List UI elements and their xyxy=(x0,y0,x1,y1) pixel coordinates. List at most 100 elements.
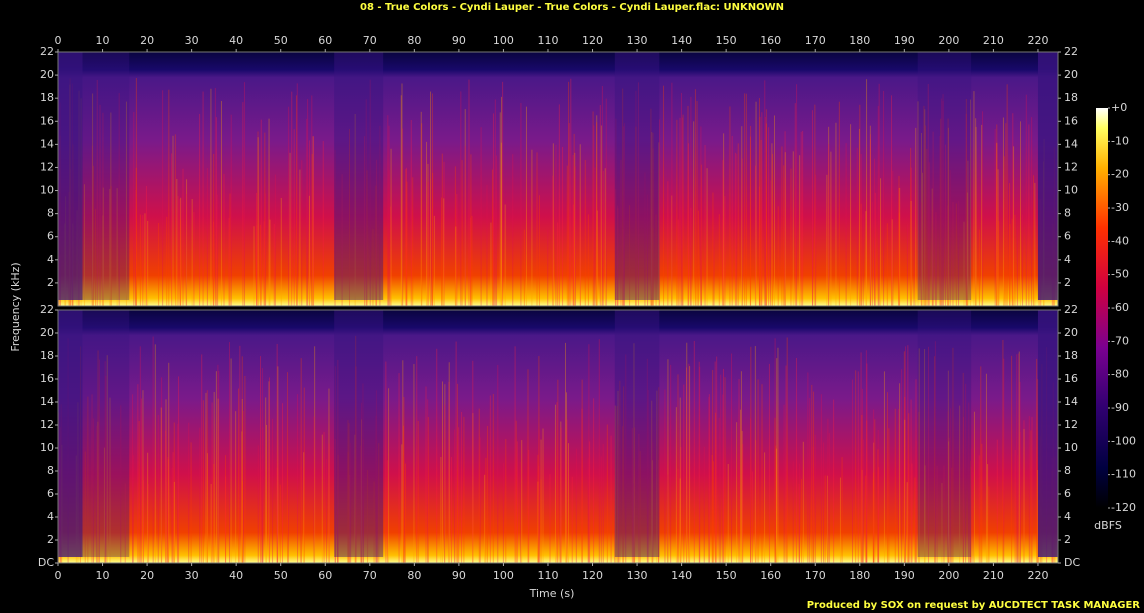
spectral-streak xyxy=(667,359,669,563)
spectral-streak xyxy=(179,198,181,306)
spectral-streak xyxy=(470,154,472,306)
spectral-streak xyxy=(202,91,204,306)
spectral-streak xyxy=(877,429,879,563)
spectral-streak xyxy=(655,214,657,306)
spectral-streak xyxy=(350,442,352,563)
spectral-streak xyxy=(602,170,604,306)
spectral-streak xyxy=(874,419,876,563)
y-tick-label: 20 xyxy=(40,68,54,81)
spectral-streak xyxy=(785,365,787,563)
x-tick-label: 100 xyxy=(493,569,514,582)
spectral-streak xyxy=(186,179,188,306)
spectral-streak xyxy=(430,91,432,307)
spectrogram-panel xyxy=(58,310,1058,563)
spectral-streak xyxy=(241,481,243,563)
spectral-streak xyxy=(720,374,722,563)
spectral-streak xyxy=(861,414,863,563)
spectral-streak xyxy=(125,101,127,306)
spectral-streak xyxy=(502,463,504,563)
spectral-streak xyxy=(657,459,659,563)
y-tick-label: 6 xyxy=(47,230,54,243)
spectral-streak xyxy=(179,219,181,306)
spectral-streak xyxy=(738,378,740,563)
spectral-streak xyxy=(215,371,217,563)
spectral-streak xyxy=(861,469,863,563)
spectral-streak xyxy=(137,384,139,563)
spectral-streak xyxy=(638,433,640,563)
spectral-streak xyxy=(256,225,258,306)
y-tick-label: 10 xyxy=(40,184,54,197)
spectral-streak xyxy=(703,446,705,563)
spectral-streak xyxy=(814,434,816,563)
spectral-streak xyxy=(579,144,581,306)
spectral-streak xyxy=(729,106,731,306)
spectral-streak xyxy=(337,485,339,563)
spectral-streak xyxy=(557,222,559,306)
spectral-streak xyxy=(241,431,243,563)
spectral-streak xyxy=(878,83,880,306)
spectral-streak xyxy=(602,443,604,563)
spectral-streak xyxy=(405,169,407,306)
spectral-streak xyxy=(777,347,779,563)
spectral-streak xyxy=(403,396,405,563)
quiet-region xyxy=(614,310,660,557)
spectral-streak xyxy=(326,459,328,563)
spectral-streak xyxy=(472,360,474,563)
spectral-streak xyxy=(883,371,885,563)
x-tick-label-top: 160 xyxy=(760,34,781,47)
spectral-streak xyxy=(873,409,875,563)
spectral-streak xyxy=(828,126,830,307)
spectral-streak xyxy=(515,420,517,563)
spectral-streak xyxy=(812,213,814,306)
spectral-streak xyxy=(698,361,700,563)
spectral-streak xyxy=(478,408,480,563)
spectral-streak xyxy=(740,409,742,563)
spectral-streak xyxy=(1018,351,1020,563)
spectral-streak xyxy=(538,356,540,563)
spectral-streak xyxy=(272,418,274,563)
spectral-streak xyxy=(453,429,455,563)
spectral-streak xyxy=(690,96,692,306)
spectral-streak xyxy=(375,159,377,306)
x-tick-label: 20 xyxy=(140,569,154,582)
spectral-streak xyxy=(528,449,530,563)
spectral-streak xyxy=(700,187,702,306)
spectral-streak xyxy=(214,88,216,306)
spectral-streak xyxy=(489,395,491,563)
spectral-streak xyxy=(311,95,313,307)
spectral-streak xyxy=(942,100,944,306)
spectral-streak xyxy=(615,189,617,306)
spectral-streak xyxy=(835,122,837,307)
colorbar-tick-label: -40 xyxy=(1111,234,1129,247)
spectral-streak xyxy=(542,428,544,563)
spectral-streak xyxy=(404,463,406,563)
x-tick-label: 170 xyxy=(805,569,826,582)
spectral-streak xyxy=(718,214,720,306)
spectral-streak xyxy=(712,369,714,563)
spectral-streak xyxy=(421,123,423,306)
spectral-streak xyxy=(538,195,540,306)
spectral-streak xyxy=(427,163,429,306)
spectral-streak xyxy=(839,477,841,563)
spectral-streak xyxy=(523,229,525,306)
spectral-streak xyxy=(980,366,982,563)
spectral-streak xyxy=(772,153,774,306)
spectral-streak xyxy=(741,158,743,306)
spectral-streak xyxy=(1022,214,1024,306)
spectral-streak xyxy=(623,126,625,306)
spectral-streak xyxy=(807,372,809,563)
spectral-streak xyxy=(95,209,97,306)
spectral-streak xyxy=(897,409,899,563)
spectral-streak xyxy=(734,152,736,306)
spectral-streak xyxy=(784,152,786,306)
spectral-streak xyxy=(212,221,214,306)
spectral-streak xyxy=(981,443,983,563)
x-tick-label-top: 130 xyxy=(627,34,648,47)
spectral-streak xyxy=(182,168,184,306)
spectral-streak xyxy=(180,197,182,306)
spectral-streak xyxy=(274,174,276,306)
spectral-streak xyxy=(886,392,888,563)
spectral-streak xyxy=(92,93,94,306)
spectral-streak xyxy=(970,448,972,563)
spectral-streak xyxy=(444,404,446,563)
